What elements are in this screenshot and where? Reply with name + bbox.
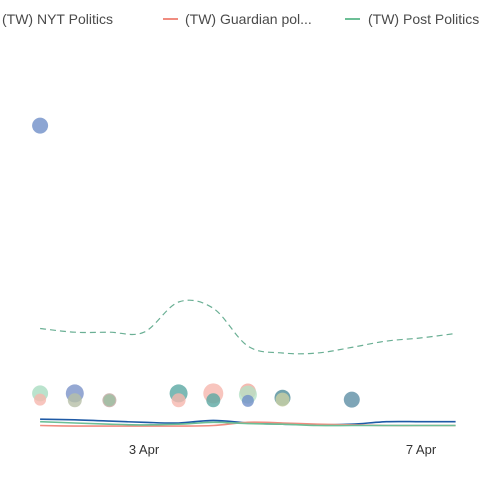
x-tick-label: 7 Apr bbox=[406, 442, 437, 457]
x-tick-label: 3 Apr bbox=[129, 442, 160, 457]
scatter-point[interactable] bbox=[343, 391, 360, 408]
scatter-point[interactable] bbox=[34, 393, 47, 406]
legend-item-nyt[interactable]: (TW) NYT Politics bbox=[2, 11, 113, 27]
legend: (TW) NYT Politics (TW) Guardian pol... (… bbox=[2, 11, 479, 27]
scatter-point[interactable] bbox=[171, 393, 186, 408]
scatter-point[interactable] bbox=[206, 393, 221, 408]
scatter-point[interactable] bbox=[241, 394, 254, 407]
series-line-2[interactable] bbox=[40, 420, 456, 427]
legend-item-guardian[interactable]: (TW) Guardian pol... bbox=[163, 11, 312, 27]
plot-area bbox=[32, 117, 456, 427]
scatter-point[interactable] bbox=[32, 117, 49, 134]
legend-label-guardian: (TW) Guardian pol... bbox=[185, 11, 312, 27]
legend-label-nyt: (TW) NYT Politics bbox=[2, 11, 113, 27]
x-axis: 3 Apr 7 Apr bbox=[129, 442, 437, 457]
legend-label-post: (TW) Post Politics bbox=[368, 11, 479, 27]
scatter-point[interactable] bbox=[67, 393, 82, 408]
scatter-point[interactable] bbox=[275, 392, 290, 407]
scatter-point[interactable] bbox=[103, 394, 116, 407]
dashed-trend-line bbox=[40, 299, 456, 355]
legend-item-post[interactable]: (TW) Post Politics bbox=[345, 11, 479, 27]
